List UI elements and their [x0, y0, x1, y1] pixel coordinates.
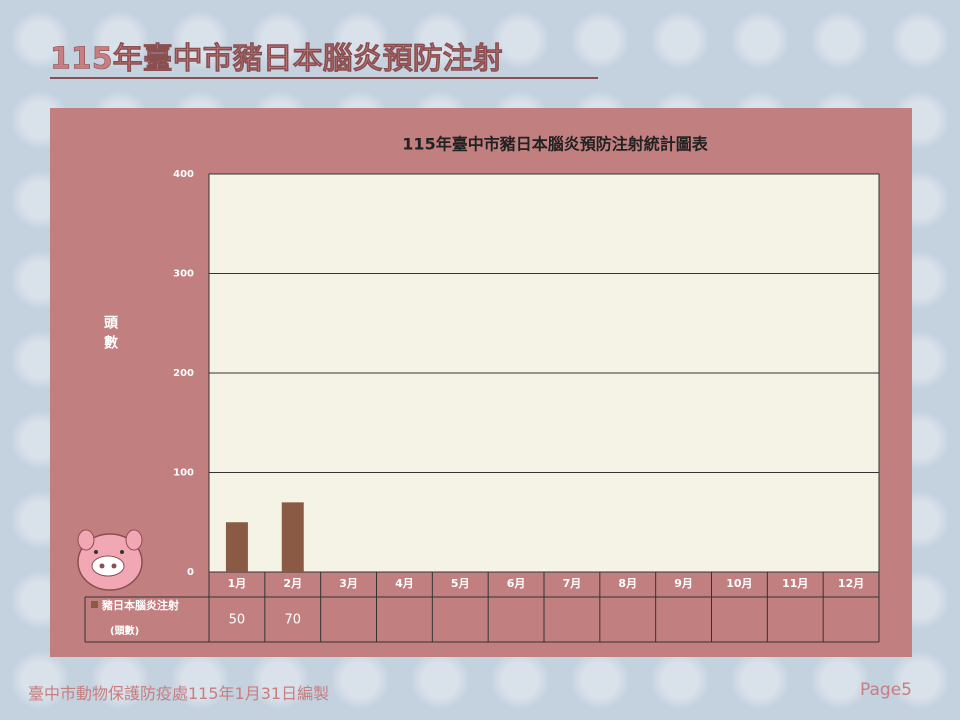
x-tick-label: 9月 — [674, 577, 693, 590]
pig — [77, 529, 143, 591]
x-tick-label: 3月 — [339, 577, 358, 590]
x-tick-label: 1月 — [228, 577, 247, 590]
x-tick-label: 8月 — [618, 577, 637, 590]
x-tick-label: 2月 — [283, 577, 302, 590]
page-number: Page5 — [860, 680, 912, 700]
bar — [225, 522, 248, 572]
y-tick-label: 400 — [173, 169, 194, 180]
legend-unit: (頭數) — [110, 624, 139, 637]
x-tick-label: 6月 — [507, 577, 526, 590]
x-tick-label: 5月 — [451, 577, 470, 590]
y-tick-label: 100 — [173, 468, 194, 479]
chart-title: 115年臺中市豬日本腦炎預防注射統計圖表 — [402, 135, 708, 154]
legend-label: 豬日本腦炎注射 — [101, 598, 179, 612]
x-tick-label: 4月 — [395, 577, 414, 590]
legend-swatch — [91, 601, 98, 608]
data-table-value: 50 — [229, 613, 246, 628]
y-tick-label: 300 — [173, 269, 194, 280]
bar — [281, 502, 304, 572]
y-tick-label: 0 — [187, 567, 194, 578]
x-tick-label: 12月 — [838, 577, 864, 590]
data-table-value: 70 — [284, 613, 301, 628]
x-tick-label: 11月 — [782, 577, 808, 590]
x-tick-label: 10月 — [726, 577, 752, 590]
y-axis-label: 頭數 — [102, 315, 118, 355]
x-tick-label: 7月 — [563, 577, 582, 590]
slide-title: 115年臺中市豬日本腦炎預防注射 — [50, 42, 503, 77]
footer-source: 臺中市動物保護防疫處115年1月31日編製 — [28, 684, 330, 703]
y-tick-label: 200 — [173, 368, 194, 379]
